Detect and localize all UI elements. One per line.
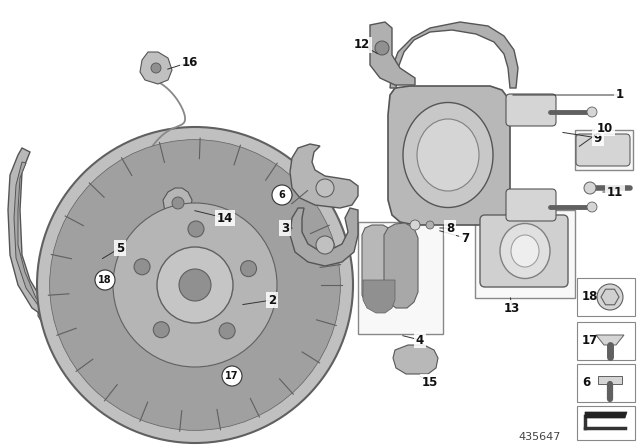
Text: 12: 12	[354, 39, 370, 52]
Text: 11: 11	[607, 185, 623, 198]
Circle shape	[95, 270, 115, 290]
Bar	[577, 406, 635, 440]
Polygon shape	[388, 86, 510, 225]
Text: 15: 15	[422, 375, 438, 388]
Text: 18: 18	[98, 275, 112, 285]
Circle shape	[151, 63, 161, 73]
Ellipse shape	[417, 119, 479, 191]
Ellipse shape	[500, 224, 550, 279]
Polygon shape	[585, 412, 627, 418]
Polygon shape	[290, 208, 358, 266]
FancyBboxPatch shape	[480, 215, 568, 287]
Text: 1: 1	[616, 89, 624, 102]
Bar	[577, 364, 635, 402]
Circle shape	[375, 41, 389, 55]
Circle shape	[597, 284, 623, 310]
Text: 16: 16	[182, 56, 198, 69]
Bar	[577, 322, 635, 360]
FancyBboxPatch shape	[506, 94, 556, 126]
Text: 14: 14	[217, 211, 233, 224]
Circle shape	[157, 247, 233, 323]
FancyBboxPatch shape	[506, 189, 556, 221]
Circle shape	[172, 197, 184, 209]
Text: 9: 9	[594, 132, 602, 145]
Polygon shape	[38, 312, 105, 346]
Polygon shape	[598, 376, 622, 384]
Text: 5: 5	[116, 241, 124, 254]
Text: 4: 4	[416, 333, 424, 346]
Bar	[475, 210, 575, 298]
Polygon shape	[601, 289, 619, 305]
Circle shape	[584, 182, 596, 194]
Circle shape	[219, 323, 235, 339]
Text: 17: 17	[225, 371, 239, 381]
Circle shape	[426, 221, 434, 229]
Circle shape	[587, 202, 597, 212]
Circle shape	[316, 236, 334, 254]
Bar	[358, 222, 443, 334]
Polygon shape	[140, 52, 172, 84]
Ellipse shape	[403, 103, 493, 207]
Bar	[577, 278, 635, 316]
Circle shape	[241, 261, 257, 276]
Polygon shape	[384, 223, 418, 308]
Circle shape	[179, 269, 211, 301]
FancyBboxPatch shape	[576, 134, 630, 166]
Polygon shape	[370, 22, 415, 85]
Text: 7: 7	[461, 232, 469, 245]
Polygon shape	[393, 345, 438, 374]
Circle shape	[587, 107, 597, 117]
Circle shape	[410, 220, 420, 230]
Polygon shape	[390, 22, 518, 88]
Circle shape	[188, 221, 204, 237]
Text: 3: 3	[281, 221, 289, 234]
Polygon shape	[290, 144, 358, 208]
Polygon shape	[163, 188, 192, 218]
Polygon shape	[596, 335, 624, 345]
Circle shape	[134, 259, 150, 275]
Circle shape	[222, 366, 242, 386]
Polygon shape	[362, 225, 395, 310]
Text: 435647: 435647	[519, 432, 561, 442]
Polygon shape	[14, 162, 100, 320]
Circle shape	[272, 185, 292, 205]
Text: 6: 6	[582, 376, 590, 389]
Text: 10: 10	[597, 121, 613, 134]
Bar	[575, 130, 633, 170]
Ellipse shape	[511, 235, 539, 267]
Polygon shape	[8, 148, 102, 328]
Polygon shape	[363, 280, 395, 313]
Circle shape	[50, 140, 340, 431]
Text: 6: 6	[278, 190, 285, 200]
Text: 2: 2	[268, 293, 276, 306]
Text: 13: 13	[504, 302, 520, 314]
Circle shape	[113, 203, 277, 367]
Text: 17: 17	[582, 335, 598, 348]
Circle shape	[316, 179, 334, 197]
Circle shape	[37, 127, 353, 443]
Text: 8: 8	[446, 221, 454, 234]
Circle shape	[154, 322, 170, 338]
Text: 18: 18	[582, 290, 598, 303]
